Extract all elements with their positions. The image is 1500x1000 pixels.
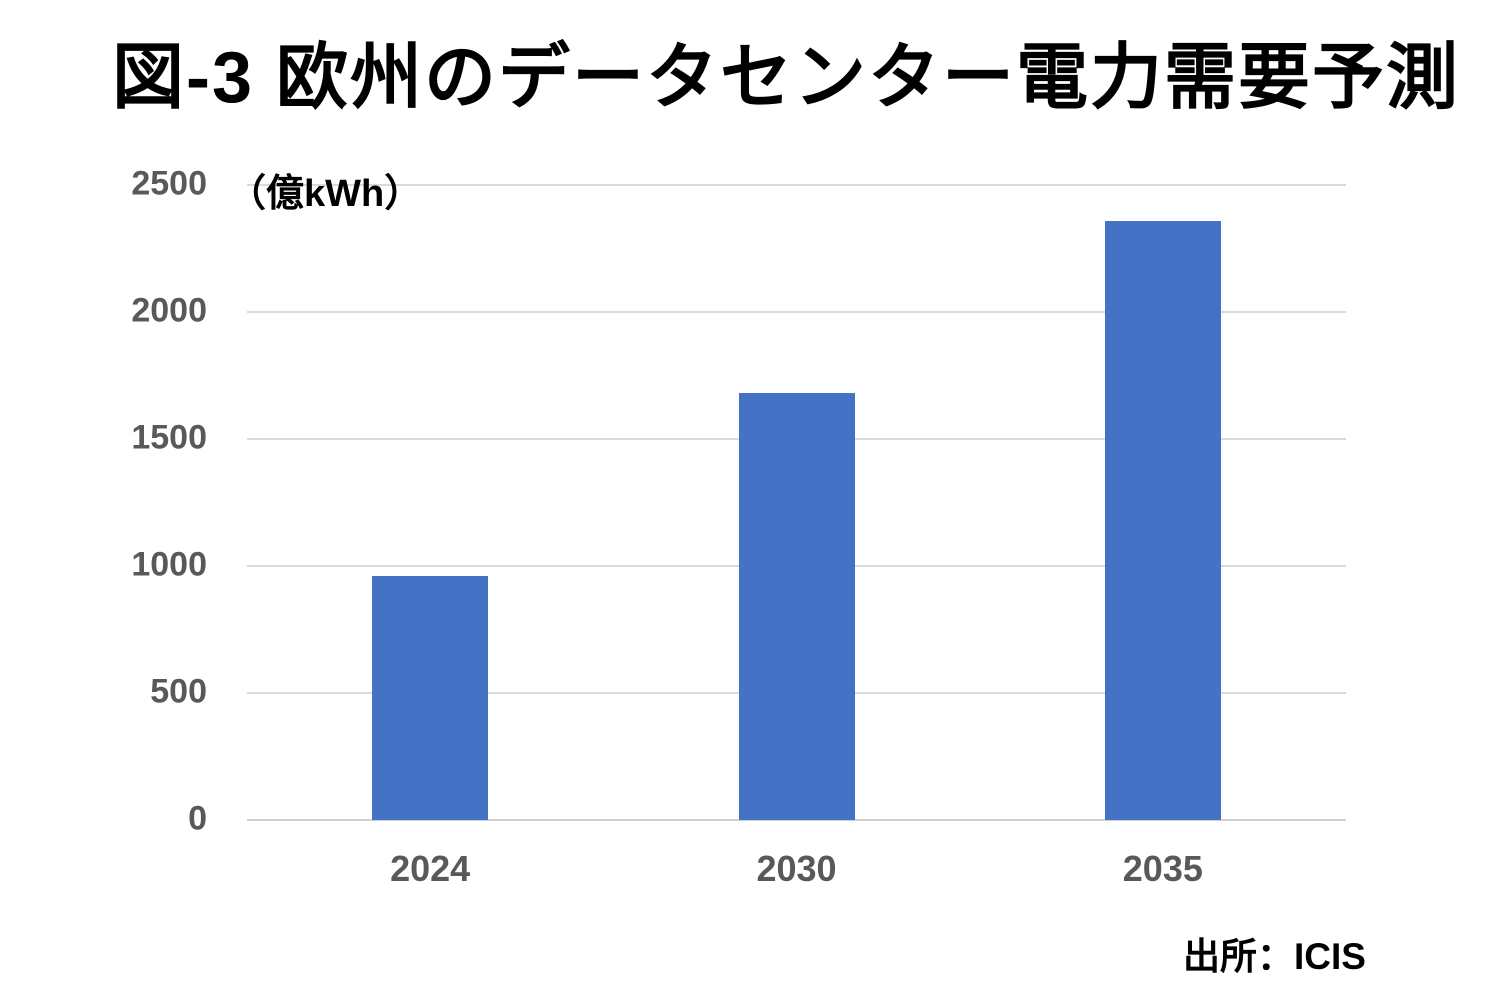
- y-axis: 0 500 1000 1500 2000 2500: [0, 165, 207, 838]
- x-tick-label: 2030: [756, 848, 837, 889]
- y-tick-label: 1000: [131, 545, 207, 584]
- y-tick-label: 2000: [131, 291, 207, 330]
- bar-2024: [372, 576, 489, 820]
- gridline: [247, 311, 1346, 313]
- x-axis-line: [247, 819, 1346, 821]
- gridline: [247, 184, 1346, 186]
- y-tick-label: 1500: [131, 418, 207, 457]
- source-label: 出所：ICIS: [1183, 936, 1366, 977]
- plot-area: [247, 184, 1346, 821]
- bar-2030: [738, 393, 855, 820]
- x-tick-label: 2035: [1122, 848, 1203, 889]
- y-axis-unit-label: （億kWh）: [228, 173, 423, 215]
- x-axis: 2024 2030 2035: [247, 848, 1346, 896]
- y-tick-label: 0: [188, 799, 207, 838]
- y-tick-label: 500: [150, 672, 207, 711]
- x-tick-label: 2024: [390, 848, 471, 889]
- y-tick-label: 2500: [131, 164, 207, 203]
- chart-title: 図-3 欧州のデータセンター電力需要予測: [112, 38, 1461, 118]
- bar-2035: [1104, 220, 1221, 820]
